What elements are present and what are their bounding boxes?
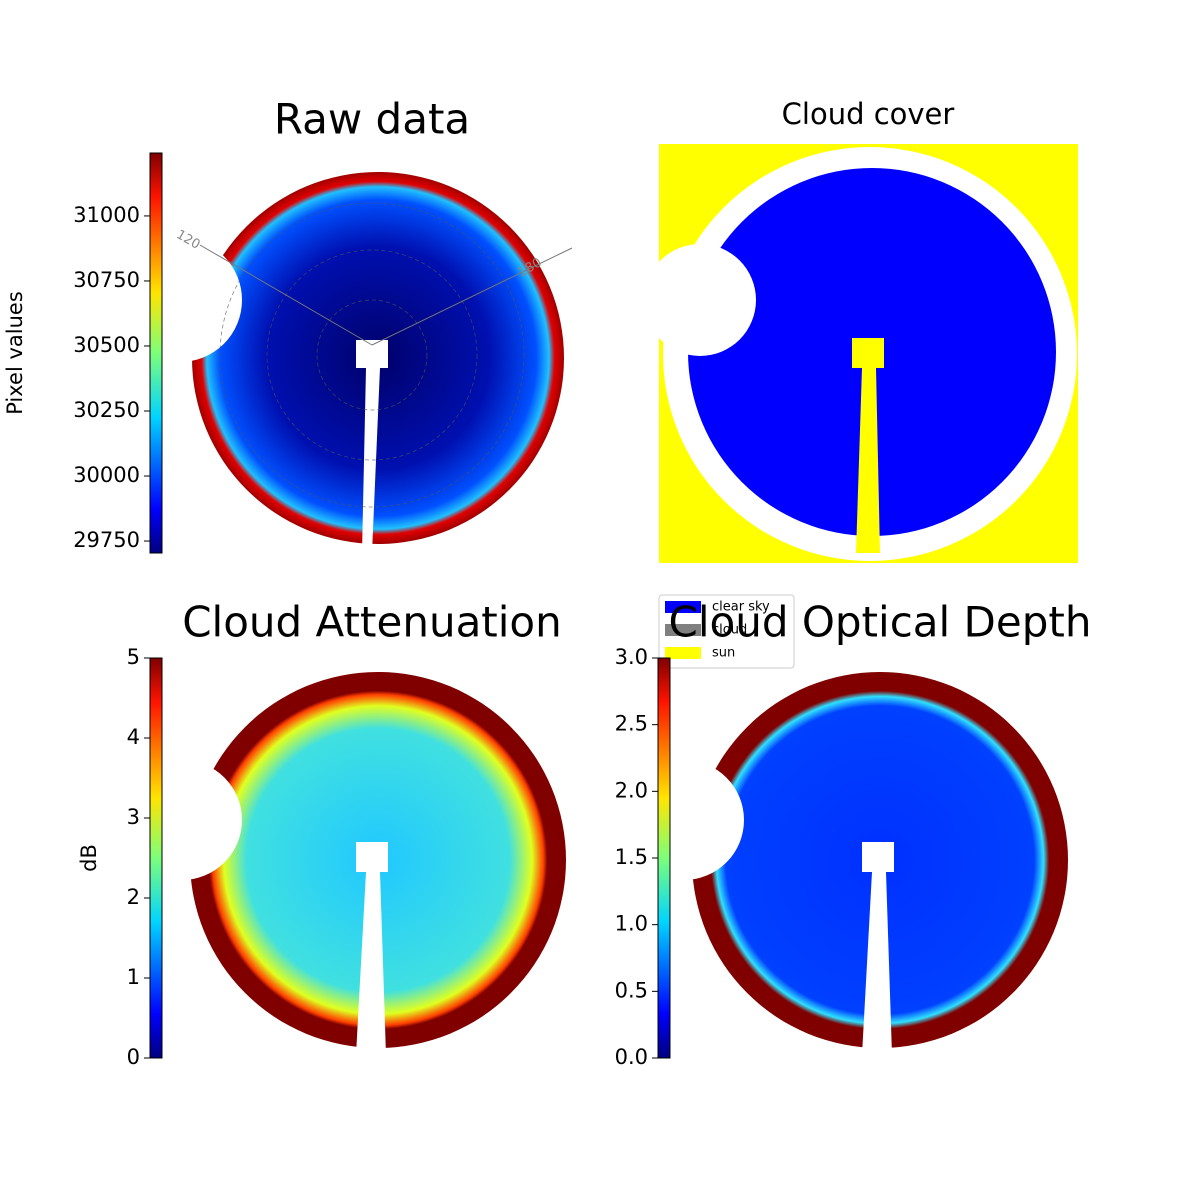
legend-label: sun <box>712 646 735 661</box>
tick-label: 1.5 <box>615 845 648 869</box>
colorbar <box>149 152 163 554</box>
legend-swatch <box>665 601 701 613</box>
tick-label: 1.0 <box>615 912 648 936</box>
tick-label: 3.0 <box>615 645 648 669</box>
panel-title: Cloud Attenuation <box>182 598 562 647</box>
tick-label: 5 <box>127 645 140 669</box>
tick-label: 30250 <box>73 398 140 422</box>
tick-label: 0.0 <box>615 1045 648 1069</box>
legend: clear sky cloud sun <box>658 594 795 669</box>
axis-label: dB <box>77 844 101 872</box>
axis-label: Pixel values <box>3 291 27 415</box>
tick-label: 30000 <box>73 463 140 487</box>
panel-title: Cloud cover <box>782 97 955 131</box>
panel-title: Cloud Optical Depth <box>669 598 1092 647</box>
legend-swatch <box>665 624 701 636</box>
tick-label: 2.0 <box>615 778 648 802</box>
colorbar <box>149 657 163 1059</box>
tick-label: 30750 <box>73 268 140 292</box>
attenuation-image <box>122 672 566 1055</box>
tick-label: 2.5 <box>615 712 648 736</box>
tick-label: 0 <box>127 1045 140 1069</box>
legend-label: clear sky <box>712 600 770 615</box>
raw-image <box>118 172 573 553</box>
tick-label: 1 <box>127 965 140 989</box>
optical-depth-image <box>624 672 1068 1055</box>
tick-label: 31000 <box>73 203 140 227</box>
tick-label: 0.5 <box>615 978 648 1002</box>
tick-label: 4 <box>127 725 140 749</box>
legend-label: cloud <box>712 623 747 638</box>
cloud-cover-image <box>644 144 1078 563</box>
legend-swatch <box>665 647 701 659</box>
colorbar <box>657 657 671 1059</box>
tick-label: 2 <box>127 885 140 909</box>
panel-title: Raw data <box>274 95 470 144</box>
tick-label: 30500 <box>73 333 140 357</box>
tick-label: 29750 <box>73 528 140 552</box>
tick-label: 3 <box>127 805 140 829</box>
